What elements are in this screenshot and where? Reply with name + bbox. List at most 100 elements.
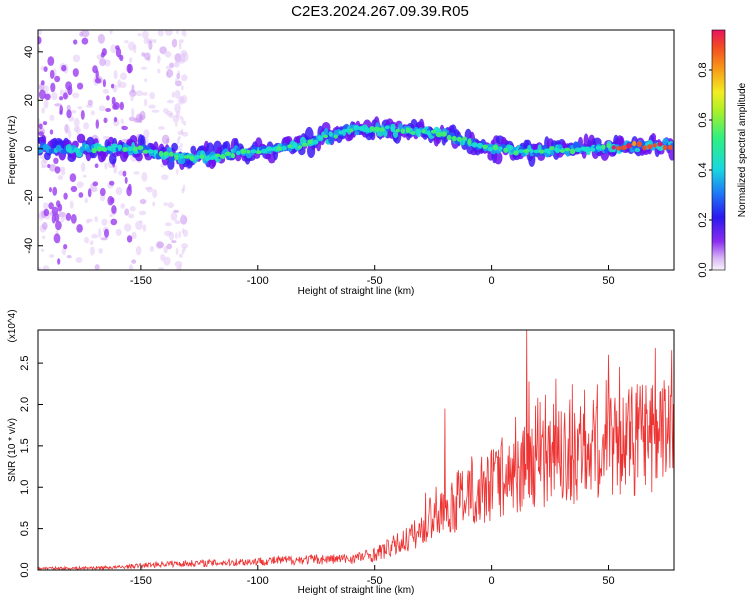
spectrogram-blob — [166, 243, 173, 250]
spectrogram-blob — [124, 176, 128, 184]
spectrogram-blob — [111, 205, 117, 214]
spectrogram-blob — [72, 54, 81, 63]
spectrogram-blob — [476, 142, 483, 148]
spectrogram-blob — [119, 101, 125, 111]
spectrogram-blob — [117, 144, 123, 150]
spectrogram-blob — [157, 68, 161, 74]
spectrogram-blob — [81, 37, 89, 45]
spectrogram-blob — [193, 154, 201, 160]
spectrogram-blob — [69, 173, 77, 183]
spectrogram-blob — [70, 185, 78, 193]
spectrogram-blob — [41, 107, 45, 114]
spectrogram-blob — [250, 149, 257, 154]
spectrogram-x-tick-label: 0 — [489, 275, 495, 287]
spectrogram-blob — [135, 152, 143, 162]
spectrogram-blob — [55, 220, 62, 231]
spectrogram-blob — [161, 134, 170, 145]
spectrogram-blob — [38, 131, 44, 137]
spectrogram-blob — [41, 235, 46, 240]
spectrogram-blob — [127, 146, 133, 152]
spectrogram-blob — [59, 105, 63, 114]
spectrogram-blob — [606, 143, 611, 149]
spectrogram-blob — [113, 70, 118, 80]
spectrogram-blob — [98, 105, 106, 112]
spectrogram-blob — [98, 228, 102, 239]
spectrogram-blob — [538, 149, 545, 154]
spectrogram-blob — [110, 44, 117, 54]
figure-title: C2E3.2024.267.09.39.R05 — [291, 3, 469, 20]
spectrogram-blob — [58, 166, 66, 172]
spectrogram-blob — [72, 68, 79, 77]
spectrogram-y-ticks: -40 -20 0 20 40 — [23, 46, 43, 254]
spectrogram-blob — [179, 153, 184, 160]
spectrogram-blob — [181, 74, 188, 82]
spectrogram-blob — [66, 109, 72, 119]
spectrogram-blob — [97, 33, 105, 44]
snr-x-tick-label: -50 — [367, 575, 383, 587]
spectrogram-blob — [43, 208, 50, 217]
spectrogram-blob — [153, 149, 158, 154]
spectrogram-blob — [89, 183, 94, 191]
spectrogram-y-label: Frequency (Hz) — [7, 116, 18, 185]
spectrogram-blob — [174, 103, 181, 113]
snr-x-tick-label: -150 — [130, 575, 152, 587]
spectrogram-blob — [107, 195, 114, 206]
spectrogram-blob — [61, 64, 67, 72]
spectrogram-blob — [91, 233, 99, 239]
spectrogram-blob — [569, 148, 576, 155]
spectrogram-blob — [503, 147, 508, 153]
spectrogram-blob — [168, 231, 175, 241]
spectrogram-blob — [118, 170, 125, 176]
spectrogram-blob — [139, 198, 147, 205]
spectrogram-blob — [141, 30, 149, 39]
spectrogram-blob — [266, 146, 272, 152]
spectrogram-blob — [115, 47, 122, 58]
spectrogram-blob — [131, 107, 135, 118]
spectrogram-blob — [159, 46, 167, 55]
spectrogram-blob — [181, 187, 185, 194]
spectrogram-blob — [48, 202, 54, 210]
spectrogram-blob — [48, 254, 55, 258]
spectrogram-blob — [133, 171, 140, 175]
spectrogram-blob — [549, 146, 555, 151]
spectrogram-blob — [171, 91, 175, 99]
spectrogram-blob — [141, 172, 148, 182]
spectrogram-blob — [113, 116, 118, 123]
spectrogram-blob — [104, 59, 111, 67]
spectrogram-blob — [353, 125, 360, 131]
spectrogram-blob — [38, 89, 46, 100]
spectrogram-blob — [63, 244, 68, 250]
snr-y-tick-label: 1.0 — [19, 480, 31, 495]
spectrogram-blob — [43, 202, 49, 210]
spectrogram-blob — [157, 55, 161, 64]
snr-series-line — [38, 330, 674, 570]
spectrogram-blob — [128, 264, 134, 270]
spectrogram-blob — [119, 54, 124, 62]
spectrogram-blob — [41, 222, 48, 230]
spectrogram-blob — [317, 135, 324, 142]
spectrogram-blob — [390, 126, 395, 133]
spectrogram-blob — [176, 30, 179, 35]
spectrogram-blob — [642, 145, 647, 151]
spectrogram-blob — [180, 85, 184, 91]
spectrogram-blob — [435, 132, 442, 138]
spectrogram-blob — [400, 128, 406, 134]
spectrogram-blob — [38, 123, 43, 130]
spectrogram-blob — [124, 40, 129, 44]
spectrogram-blob — [84, 236, 89, 244]
spectrogram-blob — [323, 127, 329, 136]
spectrogram-blob — [498, 146, 503, 151]
spectrogram-blob — [62, 92, 68, 100]
spectrogram-blob — [94, 78, 102, 84]
spectrogram-blob — [51, 92, 58, 101]
spectrogram-blob — [84, 197, 88, 204]
spectrogram-blob — [124, 223, 132, 232]
spectrogram-blob — [90, 110, 95, 116]
spectrogram-blob — [42, 121, 48, 126]
spectrogram-blob — [102, 79, 106, 88]
spectrogram-blob — [89, 240, 94, 245]
spectrogram-blob — [75, 257, 83, 263]
spectrogram-blob — [493, 151, 503, 165]
spectrogram-blob — [189, 155, 195, 161]
